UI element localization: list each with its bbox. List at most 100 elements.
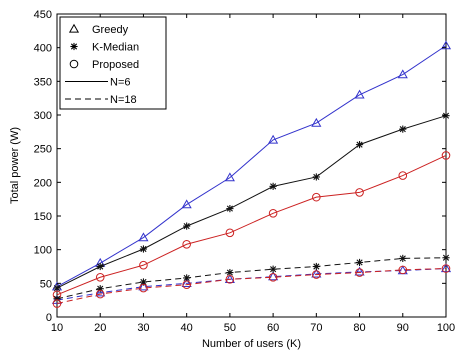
star-stroke [183,223,190,230]
data-point-triangle [95,287,106,297]
data-point-star [226,268,234,277]
y-tick-label: 400 [34,43,52,55]
data-point-circle [312,192,321,202]
star-stroke [356,141,363,148]
data-point-circle [182,239,191,249]
data-point-star [183,222,191,230]
data-point-triangle [440,40,452,50]
data-point-circle [52,299,62,308]
star-stroke [53,295,61,302]
data-point-star [226,204,234,213]
star-stroke [140,278,147,286]
y-tick-label: 0 [46,312,52,324]
data-point-triangle [181,278,192,287]
legend-label: K-Median [92,42,139,54]
data-point-circle [225,274,235,284]
star-stroke [399,126,406,133]
x-tick-label: 60 [267,322,279,334]
star-stroke [356,259,363,266]
star-stroke [442,254,450,261]
legend-label: Proposed [92,59,139,71]
x-tick-label: 30 [137,322,149,334]
legend-label: Greedy [92,24,129,36]
data-point-triangle [354,89,365,99]
data-point-triangle [354,266,365,276]
data-point-circle [139,283,148,293]
data-point-triangle [224,172,235,182]
plot-area: 10 20 30 40 50 60 70 80 90 100 0 50 100 150 200 250 300 3… [34,9,456,334]
data-point-circle [398,171,408,180]
y-tick-label: 100 [34,245,52,257]
ticks-layer: 10 20 30 40 50 60 70 80 90 100 0 50 100 150 200 250 300 3… [34,9,456,334]
series-layer [51,40,452,308]
series-k-median-n6 [53,112,450,292]
data-point-star [183,274,191,282]
data-point-circle [95,272,105,282]
data-point-star [399,254,407,263]
x-tick-label: 70 [310,322,322,334]
star-stroke [313,263,320,270]
y-tick-label: 450 [34,9,52,21]
x-tick-label: 100 [437,322,455,334]
series-line [56,115,447,289]
star-stroke [270,266,277,273]
star-stroke [53,284,61,292]
data-point-circle [182,280,191,289]
star-stroke [399,255,406,262]
y-tick-label: 50 [40,278,52,290]
x-tick-label: 20 [94,322,106,334]
data-point-circle [225,228,235,238]
legend-marker-star [70,42,78,51]
data-point-circle [139,260,148,270]
data-point-star [442,254,450,262]
data-point-circle [268,272,278,282]
star-stroke [313,173,320,181]
x-tick-label: 90 [397,322,409,334]
data-point-star [312,173,320,181]
data-point-triangle [268,271,279,281]
x-axis-label: Number of users (K) [202,338,301,350]
series-greedy-n18 [51,263,452,304]
data-point-circle [398,265,408,275]
star-stroke [70,43,78,50]
series-proposed-n18 [52,264,451,308]
star-stroke [183,274,190,282]
legend-item: N=6 [65,77,131,89]
data-point-triangle [224,274,235,283]
legend-marker-triangle [68,23,80,33]
star-stroke [140,245,147,253]
legend-item: Proposed [69,59,139,71]
data-point-triangle [138,281,149,291]
series-proposed-n6 [52,151,451,300]
y-tick-label: 350 [34,76,52,88]
y-tick-label: 250 [34,144,52,156]
data-point-triangle [268,134,279,144]
x-tick-label: 50 [224,322,236,334]
y-tick-label: 200 [34,177,52,189]
data-point-triangle [440,263,452,273]
data-point-circle [441,264,451,273]
data-point-triangle [311,117,322,127]
y-axis-label: Total power (W) [9,127,21,204]
legend-item: Greedy [68,23,129,36]
data-point-circle [355,188,364,197]
star-stroke [226,269,233,276]
series-line [56,268,447,301]
y-tick-label: 300 [34,110,52,122]
star-stroke [226,205,233,212]
series-line [56,45,447,288]
data-point-star [139,278,148,286]
data-point-circle [355,268,364,277]
data-point-triangle [311,268,322,278]
data-point-star [312,262,320,271]
legend-label: N=18 [110,94,137,106]
legend-item: N=18 [65,94,137,106]
star-stroke [270,183,277,190]
data-point-star [53,284,61,292]
legend: Greedy K-Median Proposed N=6 N=18 [59,16,167,110]
legend-marker-circle [69,59,79,69]
data-point-circle [95,289,105,299]
data-point-circle [268,209,278,218]
data-point-star [139,245,148,253]
